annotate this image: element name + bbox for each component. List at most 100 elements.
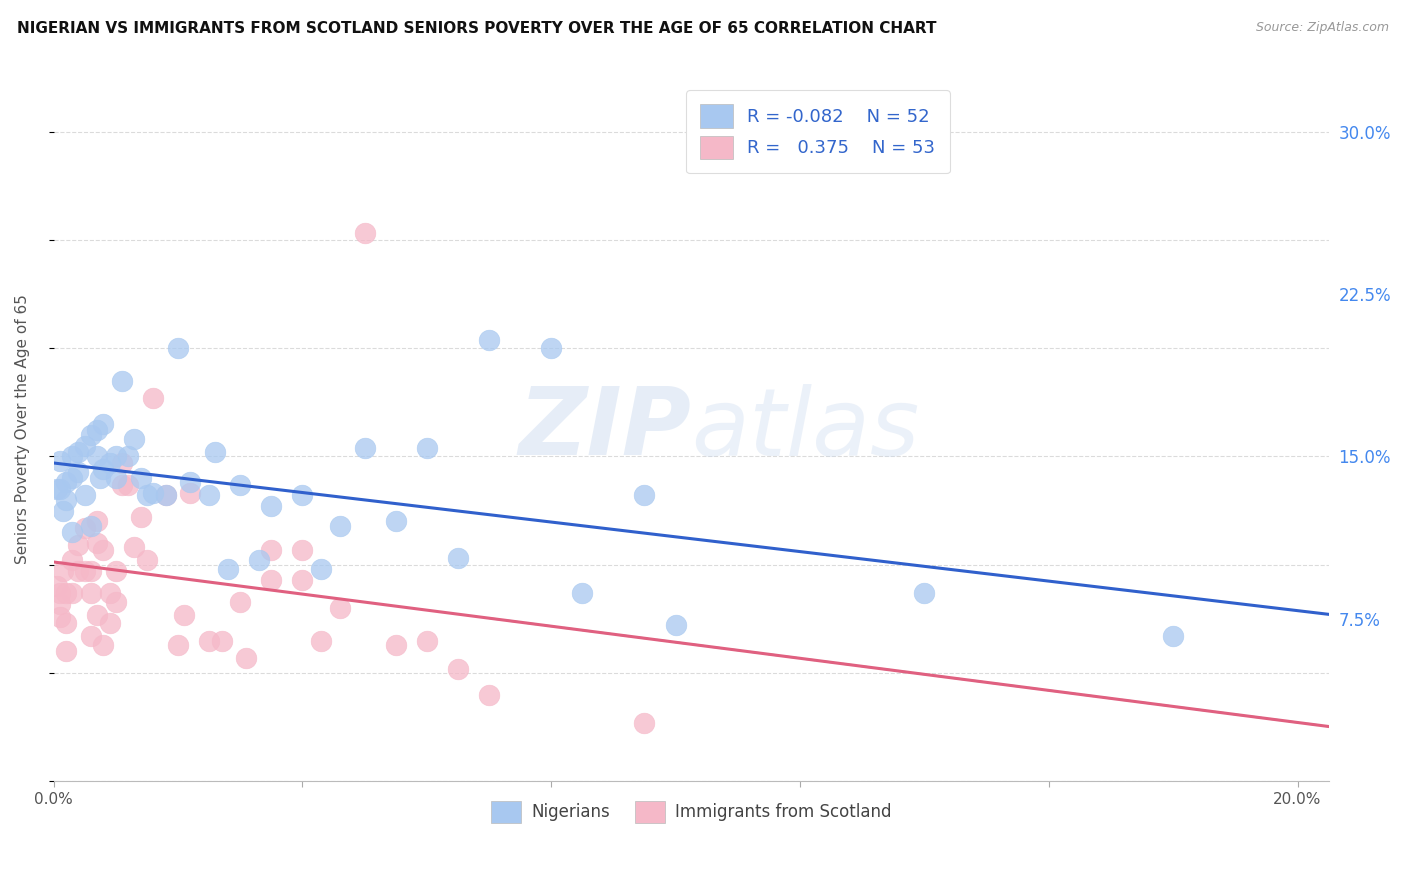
Point <box>260 500 283 514</box>
Point <box>80 629 103 643</box>
Point <box>260 573 283 587</box>
Point <box>55 616 77 631</box>
Point <box>104 594 127 608</box>
Point <box>384 515 406 529</box>
Point <box>111 477 134 491</box>
Point <box>73 521 96 535</box>
Point <box>67 538 90 552</box>
Point <box>98 586 121 600</box>
Point <box>204 445 226 459</box>
Point <box>111 456 134 470</box>
Point <box>60 471 83 485</box>
Point <box>67 564 90 578</box>
Point <box>129 471 152 485</box>
Point <box>179 475 201 490</box>
Point <box>49 597 72 611</box>
Point <box>55 492 77 507</box>
Point <box>155 488 177 502</box>
Point <box>291 542 314 557</box>
Point <box>60 586 83 600</box>
Point <box>135 553 157 567</box>
Point <box>353 441 375 455</box>
Point <box>664 618 686 632</box>
Point <box>86 607 108 622</box>
Point <box>260 542 283 557</box>
Point <box>55 475 77 490</box>
Point <box>98 456 121 470</box>
Point <box>49 454 72 468</box>
Point <box>67 445 90 459</box>
Point <box>80 564 103 578</box>
Point <box>89 471 111 485</box>
Point <box>173 607 195 622</box>
Point <box>73 564 96 578</box>
Point <box>129 510 152 524</box>
Point <box>104 450 127 464</box>
Point <box>198 488 221 502</box>
Point <box>179 486 201 500</box>
Point <box>49 586 72 600</box>
Point <box>229 594 252 608</box>
Point <box>167 638 190 652</box>
Point <box>86 424 108 438</box>
Point <box>93 417 115 431</box>
Text: NIGERIAN VS IMMIGRANTS FROM SCOTLAND SENIORS POVERTY OVER THE AGE OF 65 CORRELAT: NIGERIAN VS IMMIGRANTS FROM SCOTLAND SEN… <box>17 21 936 37</box>
Point <box>309 633 332 648</box>
Point <box>80 518 103 533</box>
Point <box>478 688 501 702</box>
Point <box>447 551 470 566</box>
Point <box>86 536 108 550</box>
Point <box>55 586 77 600</box>
Point <box>60 553 83 567</box>
Point <box>86 450 108 464</box>
Point <box>124 541 146 555</box>
Point <box>124 432 146 446</box>
Point <box>155 488 177 502</box>
Point <box>229 477 252 491</box>
Point <box>104 471 127 485</box>
Point <box>49 482 72 496</box>
Point <box>73 439 96 453</box>
Point <box>60 450 83 464</box>
Point <box>93 542 115 557</box>
Point <box>111 374 134 388</box>
Point <box>142 391 165 405</box>
Point <box>291 573 314 587</box>
Point <box>52 564 75 578</box>
Point <box>198 633 221 648</box>
Point <box>55 644 77 658</box>
Point <box>49 609 72 624</box>
Point <box>52 503 75 517</box>
Point <box>93 462 115 476</box>
Text: Source: ZipAtlas.com: Source: ZipAtlas.com <box>1256 21 1389 35</box>
Point <box>142 486 165 500</box>
Point <box>291 488 314 502</box>
Point <box>167 341 190 355</box>
Point <box>117 477 139 491</box>
Point <box>67 465 90 479</box>
Point <box>571 586 593 600</box>
Point <box>93 638 115 652</box>
Point <box>73 488 96 502</box>
Point <box>416 633 439 648</box>
Point <box>135 488 157 502</box>
Point <box>416 441 439 455</box>
Point <box>80 586 103 600</box>
Point <box>540 341 562 355</box>
Text: ZIP: ZIP <box>519 384 692 475</box>
Point <box>633 715 655 730</box>
Point <box>912 586 935 600</box>
Point <box>384 638 406 652</box>
Point <box>235 651 257 665</box>
Point <box>447 662 470 676</box>
Point <box>86 515 108 529</box>
Point <box>117 450 139 464</box>
Point <box>45 579 67 593</box>
Point <box>104 564 127 578</box>
Point <box>329 518 352 533</box>
Point <box>633 488 655 502</box>
Point <box>98 616 121 631</box>
Point <box>217 562 239 576</box>
Y-axis label: Seniors Poverty Over the Age of 65: Seniors Poverty Over the Age of 65 <box>15 294 30 565</box>
Point <box>1161 629 1184 643</box>
